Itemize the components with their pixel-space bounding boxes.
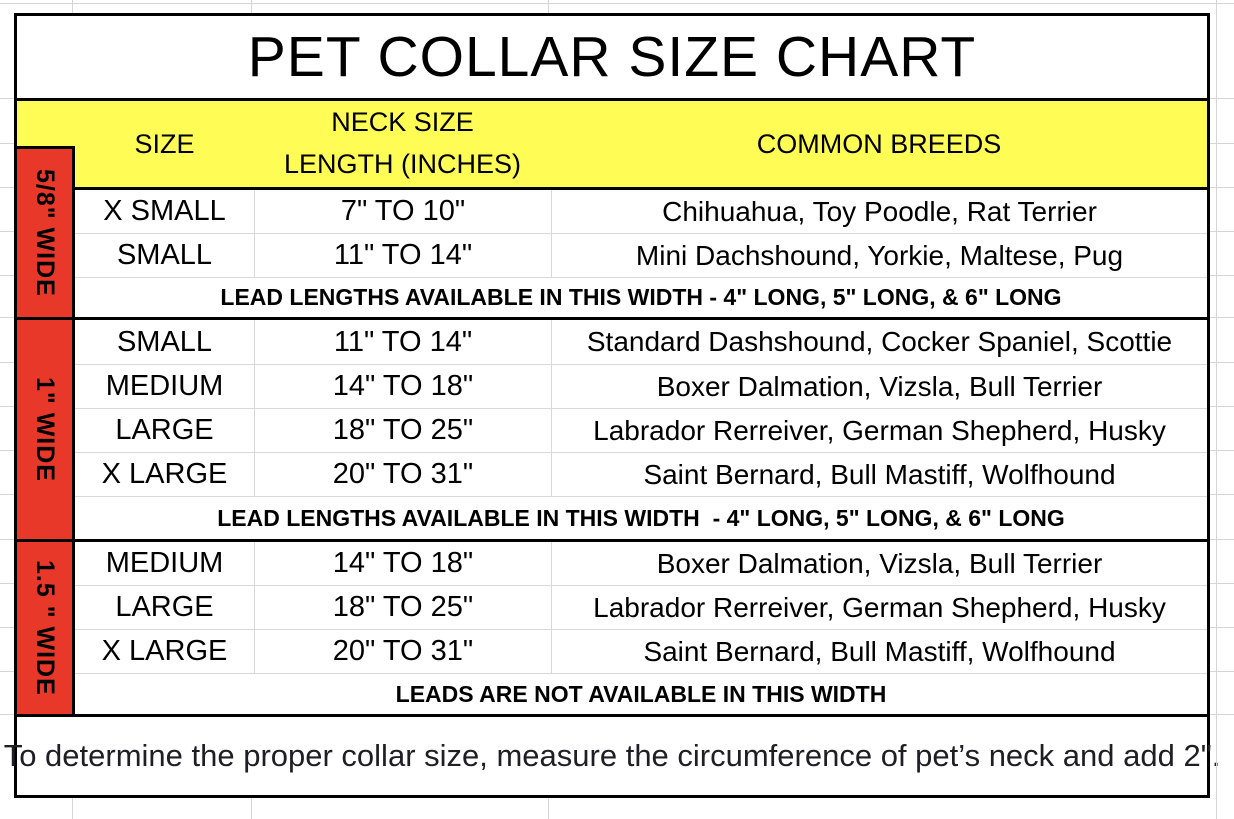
sheet-gridline (0, 539, 14, 540)
width-band-1-inch: 1" WIDE (17, 320, 75, 542)
sheet-gridline (0, 231, 14, 232)
neck-size-cell: 11" TO 14" (254, 234, 551, 278)
sheet-gridline (548, 0, 549, 13)
sheet-gridline (0, 187, 14, 188)
sheet-gridline (0, 317, 14, 318)
size-cell: SMALL (75, 234, 254, 278)
sheet-gridline (0, 362, 14, 363)
sheet-gridline (1210, 187, 1234, 188)
sheet-gridline (1210, 362, 1234, 363)
size-cell: MEDIUM (75, 365, 254, 409)
neck-size-cell: 18" TO 25" (254, 586, 551, 630)
header-corner-cell (17, 101, 75, 146)
breeds-cell: Standard Dashshound, Cocker Spaniel, Sco… (551, 320, 1207, 365)
neck-size-cell: 20" TO 31" (254, 453, 551, 497)
neck-size-cell: 11" TO 14" (254, 320, 551, 365)
width-band-1-5-inch: 1.5 " WIDE (17, 542, 75, 717)
size-cell: SMALL (75, 320, 254, 365)
sheet-gridline (1210, 406, 1234, 407)
pet-collar-size-chart-table: PET COLLAR SIZE CHART SIZE NECK SIZE LEN… (3, 13, 1221, 798)
sheet-gridline (548, 798, 549, 819)
neck-size-cell: 14" TO 18" (254, 542, 551, 586)
section-note-lead-lengths: LEAD LENGTHS AVAILABLE IN THIS WIDTH - 4… (75, 278, 1207, 320)
sheet-gridline (1210, 583, 1234, 584)
column-header-neck-line2: LENGTH (INCHES) (283, 149, 521, 179)
column-header-common-breeds: COMMON BREEDS (551, 101, 1207, 190)
size-cell: LARGE (75, 409, 254, 453)
size-cell: X SMALL (75, 190, 254, 234)
width-band-5-8-inch: 5/8" WIDE (17, 146, 75, 320)
column-header-neck-line1: NECK SIZE (331, 107, 474, 138)
sheet-gridline (0, 98, 14, 99)
breeds-cell: Boxer Dalmation, Vizsla, Bull Terrier (551, 365, 1207, 409)
neck-size-cell: 18" TO 25" (254, 409, 551, 453)
breeds-cell: Labrador Rerreiver, German Shepherd, Hus… (551, 586, 1207, 630)
sheet-gridline (0, 583, 14, 584)
size-cell: X LARGE (75, 630, 254, 674)
sheet-gridline (1210, 143, 1234, 144)
sheet-gridline (1210, 450, 1234, 451)
breeds-cell: Saint Bernard, Bull Mastiff, Wolfhound (551, 630, 1207, 674)
sheet-gridline (1210, 539, 1234, 540)
breeds-cell: Mini Dachshound, Yorkie, Maltese, Pug (551, 234, 1207, 278)
breeds-cell: Boxer Dalmation, Vizsla, Bull Terrier (551, 542, 1207, 586)
size-cell: LARGE (75, 586, 254, 630)
breeds-cell: Chihuahua, Toy Poodle, Rat Terrier (551, 190, 1207, 234)
size-cell: MEDIUM (75, 542, 254, 586)
sheet-gridline (251, 798, 252, 819)
sheet-gridline (1210, 494, 1234, 495)
sheet-gridline (0, 627, 14, 628)
section-note-lead-lengths: LEAD LENGTHS AVAILABLE IN THIS WIDTH - 4… (75, 497, 1207, 542)
sheet-gridline (0, 671, 14, 672)
breeds-cell: Labrador Rerreiver, German Shepherd, Hus… (551, 409, 1207, 453)
sheet-gridline (1210, 671, 1234, 672)
sheet-gridline (1210, 98, 1234, 99)
page-title: PET COLLAR SIZE CHART (17, 16, 1207, 101)
column-header-neck-size: NECK SIZE LENGTH (INCHES) (254, 101, 551, 190)
sheet-gridline (0, 3, 1234, 4)
sheet-gridline (0, 494, 14, 495)
sheet-gridline (0, 450, 14, 451)
measurement-instructions: To determine the proper collar size, mea… (3, 738, 1221, 773)
sheet-gridline (251, 0, 252, 13)
breeds-cell: Saint Bernard, Bull Mastiff, Wolfhound (551, 453, 1207, 497)
sheet-gridline (0, 275, 14, 276)
sheet-gridline (0, 406, 14, 407)
sheet-gridline (72, 0, 73, 13)
neck-size-cell: 20" TO 31" (254, 630, 551, 674)
sheet-gridline (1210, 317, 1234, 318)
sheet-gridline (1216, 0, 1217, 819)
neck-size-cell: 7" TO 10" (254, 190, 551, 234)
size-cell: X LARGE (75, 453, 254, 497)
sheet-gridline (1210, 714, 1234, 715)
sheet-gridline (0, 143, 14, 144)
sheet-gridline (72, 798, 73, 819)
sheet-gridline (0, 714, 14, 715)
sheet-gridline (1210, 275, 1234, 276)
neck-size-cell: 14" TO 18" (254, 365, 551, 409)
section-note-no-leads: LEADS ARE NOT AVAILABLE IN THIS WIDTH (75, 674, 1207, 717)
sheet-gridline (1210, 231, 1234, 232)
sheet-gridline (1210, 627, 1234, 628)
column-header-size: SIZE (75, 101, 254, 190)
